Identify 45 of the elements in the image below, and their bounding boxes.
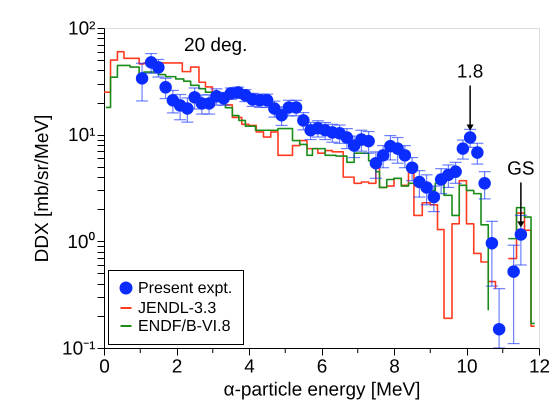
point [297,114,310,127]
point [376,149,390,162]
y-tick-label: 10⁻¹ [62,338,96,360]
y-axis-title: DDX [mb/sr/MeV] [32,114,54,262]
point [464,131,476,144]
point [428,190,440,204]
x-tick-label: 0 [99,356,110,378]
x-tick-label: 2 [172,356,182,378]
legend-label: Present expt. [138,280,232,297]
point [152,61,165,74]
point [456,142,470,155]
annotation: 1.8 [456,62,484,83]
annotation: GS [507,158,535,180]
x-tick-label: 10 [456,356,478,378]
point [449,165,462,178]
point [275,109,288,122]
point [268,102,281,115]
point [514,228,528,241]
point [181,102,194,115]
annotation: 20 deg. [184,35,248,56]
point [340,131,354,144]
y-tick-label: 10⁰ [67,230,96,253]
x-tick-label: 6 [316,356,328,378]
point [370,156,382,170]
y-tick-label: 10² [68,18,96,40]
point [478,177,491,190]
point [391,142,404,155]
point [492,322,506,336]
legend-label: JENDL-3.3 [138,300,216,317]
legend-label: ENDF/B-VI.8 [138,318,231,335]
x-tick-label: 8 [389,356,400,378]
point [471,146,484,159]
point [406,161,418,174]
point [136,72,148,85]
point [188,91,201,104]
point [398,149,412,162]
x-axis-title: α-particle energy [MeV] [224,380,420,400]
point [507,265,520,278]
point [420,181,433,194]
point [159,81,172,94]
point [486,236,498,250]
point [362,134,375,148]
x-tick-label: 4 [244,356,256,378]
x-tick-label: 12 [528,356,550,378]
y-tick-label: 10¹ [68,125,96,146]
